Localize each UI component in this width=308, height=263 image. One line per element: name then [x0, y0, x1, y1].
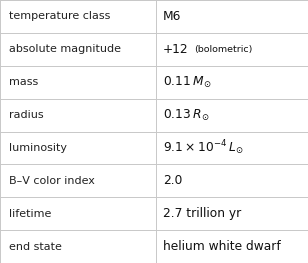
Text: 2.7 trillion yr: 2.7 trillion yr: [163, 207, 241, 220]
Text: B–V color index: B–V color index: [9, 176, 95, 186]
Text: temperature class: temperature class: [9, 11, 111, 22]
Text: +12: +12: [163, 43, 189, 56]
Text: (bolometric): (bolometric): [194, 45, 253, 54]
Text: 0.11 $\mathit{M}_{\odot}$: 0.11 $\mathit{M}_{\odot}$: [163, 75, 212, 90]
Text: radius: radius: [9, 110, 44, 120]
Text: end state: end state: [9, 241, 62, 252]
Text: luminosity: luminosity: [9, 143, 67, 153]
Text: mass: mass: [9, 77, 38, 87]
Text: $9.1\times10^{-4}\,\mathit{L}_{\odot}$: $9.1\times10^{-4}\,\mathit{L}_{\odot}$: [163, 139, 244, 157]
Text: absolute magnitude: absolute magnitude: [9, 44, 121, 54]
Text: helium white dwarf: helium white dwarf: [163, 240, 281, 253]
Text: M6: M6: [163, 10, 182, 23]
Text: 0.13 $\mathit{R}_{\odot}$: 0.13 $\mathit{R}_{\odot}$: [163, 108, 210, 123]
Text: lifetime: lifetime: [9, 209, 52, 219]
Text: 2.0: 2.0: [163, 174, 183, 187]
